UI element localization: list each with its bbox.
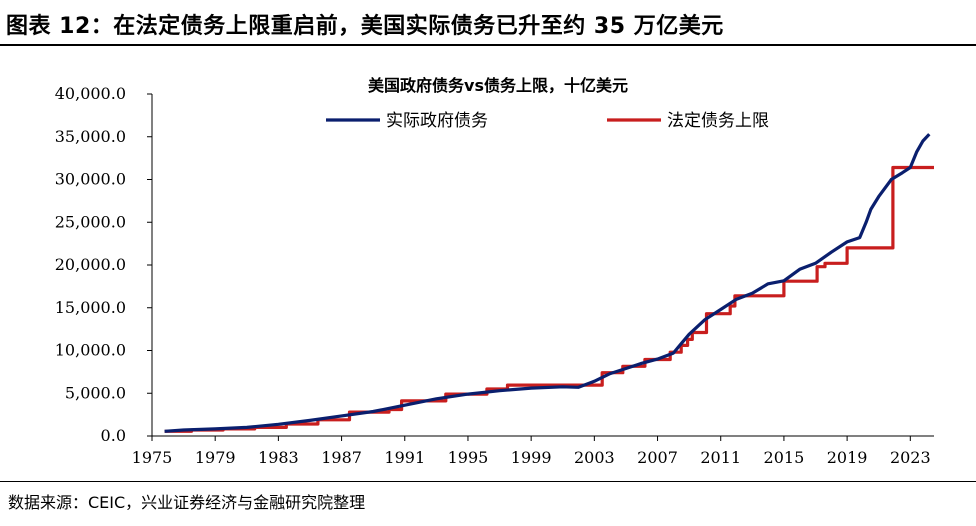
y-tick-label: 25,000.0 (55, 212, 126, 231)
line-chart: 0.0 5,000.0 10,000.0 15,000.0 20,000.0 25,000… (55, 76, 934, 467)
y-tick-label: 15,000.0 (55, 298, 126, 317)
legend-item-debt-limit-label: 法定债务上限 (667, 111, 769, 131)
x-tick-label: 2015 (764, 448, 805, 467)
x-tick-label: 1995 (448, 448, 489, 467)
y-tick-label: 40,000.0 (55, 84, 126, 103)
x-tick-label: 1975 (132, 448, 173, 467)
chart-title: 美国政府债务vs债务上限，十亿美元 (368, 76, 628, 95)
source-rule (0, 481, 976, 482)
series-line-debt-limit (164, 165, 934, 433)
y-tick-label: 5,000.0 (65, 383, 126, 402)
source-note: 数据来源：CEIC，兴业证券经济与金融研究院整理 (8, 493, 366, 512)
x-tick-label: 1991 (384, 448, 425, 467)
x-tick-label: 2019 (827, 448, 868, 467)
chart-legend: 实际政府债务 法定债务上限 (326, 111, 769, 131)
chart-series (164, 133, 934, 433)
figure-title: 图表 12：在法定债务上限重启前，美国实际债务已升至约 35 万亿美元 (6, 14, 724, 39)
x-tick-label: 2011 (700, 448, 741, 467)
y-tick-label: 35,000.0 (55, 127, 126, 146)
y-tick-label: 30,000.0 (55, 170, 126, 189)
x-tick-label: 2003 (574, 448, 615, 467)
x-tick-label: 1979 (195, 448, 236, 467)
chart-axes: 0.0 5,000.0 10,000.0 15,000.0 20,000.0 25,000… (55, 84, 934, 467)
title-rule (0, 44, 976, 46)
x-tick-label: 1987 (321, 448, 362, 467)
y-tick-label: 20,000.0 (55, 255, 126, 274)
x-tick-label: 2023 (890, 448, 931, 467)
legend-item-actual-debt-label: 实际政府债务 (386, 111, 488, 131)
series-line-actual-debt (164, 133, 931, 433)
y-tick-label: 0.0 (101, 426, 126, 445)
x-tick-label: 1983 (258, 448, 299, 467)
x-tick-label: 1999 (511, 448, 552, 467)
x-tick-label: 2007 (637, 448, 678, 467)
y-tick-label: 10,000.0 (55, 341, 126, 360)
